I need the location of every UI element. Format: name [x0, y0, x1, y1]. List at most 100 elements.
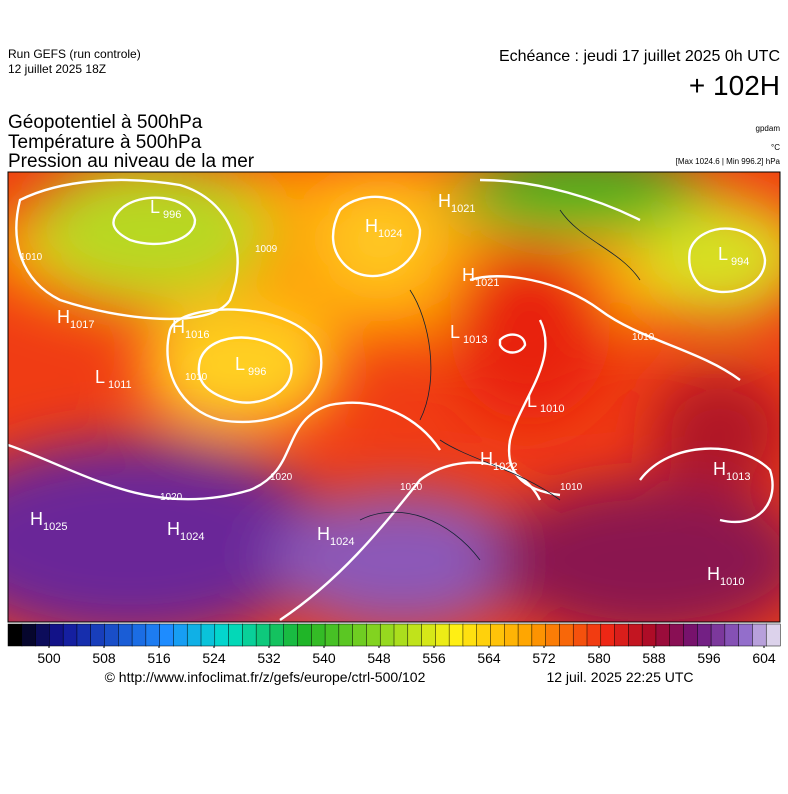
field: Pression au niveau de la mer: [8, 151, 255, 172]
colorbar-swatch: [724, 623, 740, 647]
colorbar-swatch: [407, 623, 423, 647]
center-type: H: [317, 524, 330, 544]
colorbar-swatch: [311, 623, 326, 647]
center-value: 1022: [493, 461, 517, 473]
center-type: H: [365, 216, 378, 236]
colorbar: 500 508 516 524 532 540 548 556 564 572 580 588 596 6…: [7, 623, 781, 666]
source: © http://www.infoclimat.fr/z/gefs/europe…: [105, 669, 426, 685]
colorbar-label: 548: [367, 650, 391, 666]
isobar-label: 1020: [400, 482, 423, 493]
colorbar-swatch: [338, 623, 354, 647]
isobar-label: 1010: [632, 332, 655, 343]
isobar-label: 1010: [185, 372, 208, 383]
colorbar-swatch: [352, 623, 367, 647]
center-type: L: [718, 244, 728, 264]
colorbar-swatch: [7, 623, 23, 647]
colorbar-swatch: [35, 623, 50, 647]
unit: °C: [771, 143, 780, 152]
colorbar-label: 508: [92, 650, 116, 666]
colorbar-swatch: [559, 623, 574, 647]
colorbar-label: 572: [532, 650, 556, 666]
isobar-label: 1020: [160, 492, 183, 503]
horizon: + 102H: [689, 70, 780, 101]
center-value: 1025: [43, 521, 67, 533]
colorbar-swatch: [90, 623, 106, 647]
colorbar-swatch: [545, 623, 560, 647]
colorbar-swatch: [531, 623, 547, 647]
colorbar-swatch: [228, 623, 243, 647]
forecast: Echéance : jeudi 17 juillet 2025 0h UTC: [499, 48, 780, 65]
colorbar-swatch: [145, 623, 161, 647]
colorbar-label: 596: [697, 650, 721, 666]
colorbar-swatch: [131, 623, 147, 647]
colorbar-swatch: [448, 623, 464, 647]
center-value: 996: [163, 209, 181, 221]
map-frame: [7, 171, 781, 623]
center-value: 994: [731, 256, 749, 268]
colorbar-swatch: [118, 623, 133, 647]
center-value: 996: [248, 366, 266, 378]
colorbar-swatch: [49, 623, 64, 647]
colorbar-swatch: [752, 623, 767, 647]
colorbar-swatch: [62, 623, 78, 647]
center-value: 1010: [540, 403, 564, 415]
isobar-label: 1020: [270, 472, 293, 483]
colorbar-swatch: [255, 623, 271, 647]
center-type: H: [462, 265, 475, 285]
center-type: H: [438, 191, 451, 211]
colorbar-swatch: [517, 623, 533, 647]
center-value: 1010: [720, 576, 744, 588]
colorbar-swatch: [614, 623, 629, 647]
center-value: 1024: [378, 228, 402, 240]
colorbar-swatch: [379, 623, 395, 647]
colorbar-swatch: [490, 623, 505, 647]
colorbar-label: 540: [312, 650, 336, 666]
field: Température à 500hPa: [8, 132, 202, 153]
isobar-label: 1010: [560, 482, 583, 493]
field: Géopotentiel à 500hPa: [8, 112, 203, 133]
colorbar-swatch: [104, 623, 119, 647]
colorbar-swatch: [173, 623, 188, 647]
colorbar-swatch: [765, 623, 781, 647]
colorbar-swatch: [297, 623, 312, 647]
colorbar-swatch: [435, 623, 450, 647]
isobar-label: 1010: [20, 252, 43, 263]
map: [8, 172, 780, 622]
center-type: L: [150, 197, 160, 217]
isobar-label: 1009: [255, 244, 278, 255]
colorbar-label: 500: [37, 650, 61, 666]
center-type: H: [707, 564, 720, 584]
isobar-labels: 1020 1020 1020 1010 1010 1009 1010 1010: [20, 244, 655, 503]
center-value: 1016: [185, 329, 209, 341]
center-type: H: [57, 307, 70, 327]
center-value: 1013: [463, 334, 487, 346]
colorbar-swatch: [683, 623, 698, 647]
center-type: H: [713, 459, 726, 479]
colorbar-swatch: [76, 623, 92, 647]
colorbar-swatch: [283, 623, 299, 647]
center-type: L: [95, 367, 105, 387]
center-value: 1013: [726, 471, 750, 483]
colorbar-swatch: [421, 623, 436, 647]
colorbar-swatch: [572, 623, 588, 647]
colorbar-swatch: [269, 623, 285, 647]
generated: 12 juil. 2025 22:25 UTC: [546, 669, 693, 685]
colorbar-swatch: [476, 623, 492, 647]
colorbar-label: 588: [642, 650, 666, 666]
colorbar-swatch: [710, 623, 726, 647]
colorbar-swatch: [393, 623, 409, 647]
colorbar-swatch: [641, 623, 657, 647]
colorbar-swatch: [21, 623, 37, 647]
colorbar-swatch: [186, 623, 202, 647]
colorbar-swatch: [324, 623, 340, 647]
unit: gpdam: [756, 124, 781, 133]
colorbar-swatch: [159, 623, 174, 647]
run-date: 12 juillet 2025 18Z: [8, 62, 106, 76]
colorbar-label: 604: [752, 650, 776, 666]
center-type: H: [167, 519, 180, 539]
center-type: H: [172, 317, 185, 337]
run: Run GEFS (run controle): [8, 47, 141, 61]
center-value: 1024: [330, 536, 354, 548]
colorbar-swatch: [600, 623, 616, 647]
